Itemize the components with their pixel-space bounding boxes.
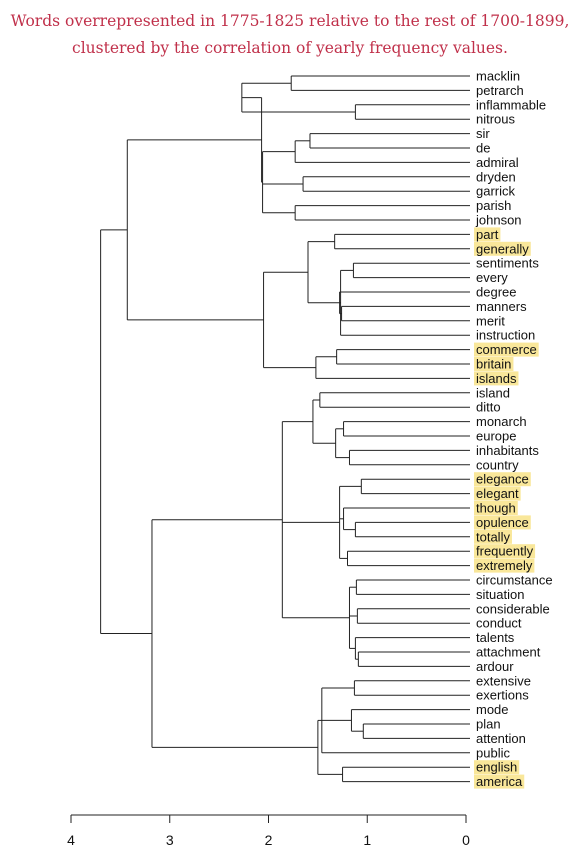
axis-tick-label-4: 4 (67, 832, 75, 848)
leaf-label-extensive: extensive (476, 673, 531, 688)
leaf-label-opulence: opulence (476, 515, 529, 530)
leaf-label-britain: britain (476, 357, 511, 372)
leaf-label-generally: generally (476, 241, 529, 256)
axis-tick-label-0: 0 (462, 832, 470, 848)
leaf-label-johnson: johnson (475, 213, 522, 228)
leaf-label-europe: europe (476, 429, 516, 444)
axis-tick-label-2: 2 (265, 832, 273, 848)
leaf-label-conduct: conduct (476, 616, 522, 631)
leaf-label-situation: situation (476, 587, 524, 602)
leaf-label-inhabitants: inhabitants (476, 443, 539, 458)
leaf-label-sir: sir (476, 126, 490, 141)
highlight-elegance (474, 472, 531, 487)
leaf-label-ditto: ditto (476, 400, 501, 415)
leaf-label-talents: talents (476, 630, 515, 645)
highlight-though (474, 501, 518, 515)
leaf-label-monarch: monarch (476, 414, 527, 429)
highlight-english (474, 760, 520, 775)
highlight-totally (474, 529, 512, 544)
highlight-layer (474, 227, 539, 789)
leaf-label-nitrous: nitrous (476, 112, 516, 127)
leaf-label-degree: degree (476, 285, 516, 300)
leaf-label-mode: mode (476, 702, 509, 717)
leaf-label-frequently: frequently (476, 544, 534, 559)
highlight-islands (474, 371, 519, 386)
leaf-label-america: america (476, 774, 523, 789)
leaf-label-plan: plan (476, 717, 501, 732)
leaf-label-extremely: extremely (476, 558, 533, 573)
leaf-label-islands: islands (476, 371, 517, 386)
highlight-extremely (474, 558, 535, 573)
highlight-america (474, 774, 525, 789)
leaf-label-attachment: attachment (476, 645, 541, 660)
leaf-label-inflammable: inflammable (476, 97, 546, 112)
leaf-label-totally: totally (476, 529, 510, 544)
highlight-commerce (474, 342, 539, 357)
leaf-label-exertions: exertions (476, 688, 529, 703)
leaf-labels: macklinpetrarchinflammablenitroussirdead… (475, 69, 553, 790)
height-axis: 4 3 2 1 0 (67, 814, 470, 848)
leaf-label-admiral: admiral (476, 155, 519, 170)
highlight-part (474, 227, 501, 242)
leaf-label-ardour: ardour (476, 659, 514, 674)
axis-tick-label-3: 3 (166, 832, 174, 848)
leaf-label-though: though (476, 501, 516, 516)
highlight-britain (474, 357, 514, 371)
leaf-label-commerce: commerce (476, 342, 537, 357)
highlight-elegant (474, 486, 521, 501)
leaf-label-country: country (476, 457, 519, 472)
highlight-frequently (474, 544, 536, 559)
leaf-label-island: island (476, 385, 510, 400)
leaf-label-elegant: elegant (476, 486, 519, 501)
leaf-label-public: public (476, 745, 510, 760)
leaf-label-petrarch: petrarch (476, 83, 524, 98)
leaf-label-de: de (476, 141, 490, 156)
leaf-label-merit: merit (476, 313, 505, 328)
leaf-label-instruction: instruction (476, 328, 535, 343)
leaf-label-manners: manners (476, 299, 527, 314)
dendrogram-links (100, 75, 470, 783)
leaf-label-english: english (476, 760, 517, 775)
highlight-opulence (474, 515, 531, 530)
axis-tick-label-1: 1 (363, 832, 371, 848)
leaf-label-garrick: garrick (476, 184, 516, 199)
leaf-label-parish: parish (476, 198, 511, 213)
leaf-label-sentiments: sentiments (476, 256, 539, 271)
leaf-label-considerable: considerable (476, 601, 550, 616)
leaf-label-part: part (476, 227, 499, 242)
leaf-label-every: every (476, 270, 508, 285)
chart-title: Words overrepresented in 1775-1825 relat… (0, 8, 580, 62)
leaf-label-macklin: macklin (476, 69, 520, 84)
leaf-label-attention: attention (476, 731, 526, 746)
leaf-label-elegance: elegance (476, 472, 529, 487)
title-line-1: Words overrepresented in 1775-1825 relat… (10, 12, 570, 30)
title-line-2: clustered by the correlation of yearly f… (72, 39, 508, 57)
leaf-label-circumstance: circumstance (476, 573, 553, 588)
leaf-label-dryden: dryden (476, 169, 516, 184)
highlight-generally (474, 241, 531, 256)
